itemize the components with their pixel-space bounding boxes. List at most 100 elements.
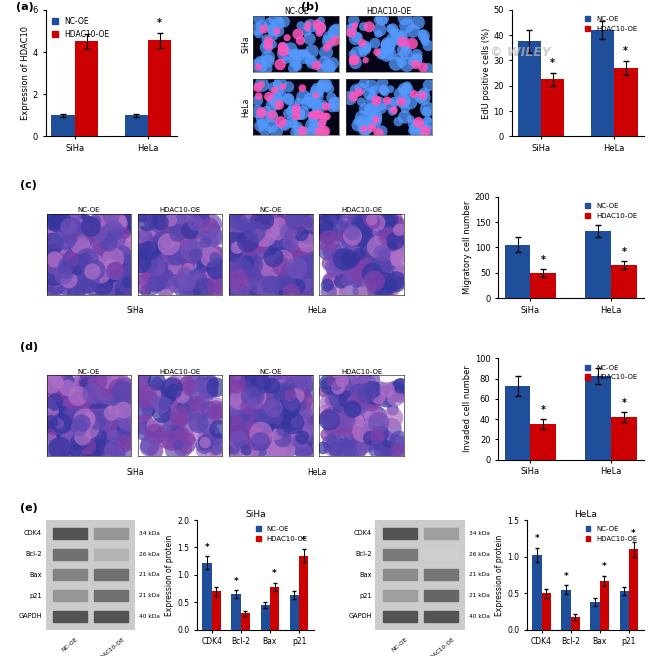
- Point: [57, 419, 67, 429]
- Point: [143, 240, 153, 251]
- Point: [398, 96, 408, 107]
- Point: [346, 254, 356, 264]
- Point: [167, 249, 177, 260]
- Point: [172, 261, 182, 272]
- Point: [244, 283, 255, 293]
- Point: [272, 276, 283, 287]
- Point: [235, 283, 246, 293]
- Point: [177, 429, 187, 440]
- Point: [321, 47, 332, 58]
- Point: [283, 94, 294, 104]
- Point: [84, 376, 94, 386]
- Point: [326, 92, 337, 103]
- Point: [269, 275, 280, 285]
- Point: [350, 20, 360, 31]
- Bar: [290, 595, 299, 630]
- Point: [372, 251, 383, 262]
- Point: [361, 55, 371, 66]
- Point: [347, 227, 358, 237]
- Point: [57, 254, 67, 264]
- Bar: [611, 265, 637, 298]
- Point: [247, 277, 257, 287]
- Point: [285, 257, 296, 268]
- Point: [204, 431, 214, 441]
- Point: [311, 60, 322, 71]
- Point: [175, 260, 185, 270]
- Text: Bax: Bax: [359, 572, 372, 578]
- Point: [233, 216, 243, 226]
- Point: [239, 409, 249, 419]
- Point: [274, 432, 284, 442]
- Point: [322, 377, 333, 387]
- Point: [116, 417, 126, 427]
- Point: [294, 420, 305, 431]
- Point: [264, 232, 274, 243]
- Bar: [94, 590, 128, 601]
- Point: [53, 224, 64, 234]
- Point: [262, 236, 272, 247]
- Point: [268, 403, 279, 413]
- Point: [118, 426, 128, 437]
- Point: [60, 234, 70, 244]
- Point: [240, 398, 250, 408]
- Point: [99, 380, 109, 391]
- Point: [107, 213, 118, 223]
- Point: [82, 254, 92, 264]
- Point: [374, 410, 384, 420]
- Point: [75, 259, 86, 270]
- Point: [324, 258, 334, 268]
- Point: [118, 407, 129, 418]
- Point: [364, 89, 374, 99]
- Point: [250, 258, 260, 269]
- Point: [65, 212, 75, 222]
- Point: [307, 120, 317, 131]
- Point: [318, 443, 328, 453]
- Point: [96, 274, 107, 285]
- Point: [333, 382, 343, 393]
- Point: [307, 57, 318, 68]
- Point: [185, 409, 196, 419]
- Point: [184, 283, 194, 294]
- Point: [226, 264, 237, 274]
- Text: HeLa: HeLa: [307, 306, 327, 315]
- Point: [228, 401, 239, 411]
- Point: [233, 241, 243, 251]
- Point: [111, 280, 121, 291]
- Point: [140, 275, 150, 285]
- Point: [339, 215, 349, 226]
- Point: [51, 249, 62, 259]
- Point: [48, 238, 58, 249]
- Point: [392, 242, 402, 253]
- Text: NC-OE: NC-OE: [391, 636, 409, 653]
- Point: [343, 274, 353, 285]
- Point: [420, 36, 430, 47]
- Point: [351, 399, 361, 409]
- Point: [207, 377, 218, 388]
- Point: [400, 41, 410, 51]
- Point: [373, 277, 384, 287]
- Point: [248, 243, 259, 253]
- Point: [106, 285, 116, 296]
- Point: [311, 87, 322, 98]
- Point: [166, 215, 176, 226]
- Text: HDAC10-OE: HDAC10-OE: [426, 636, 456, 656]
- Point: [158, 235, 168, 245]
- Point: [280, 226, 291, 236]
- Point: [322, 228, 332, 238]
- Point: [86, 448, 97, 459]
- Point: [376, 126, 387, 136]
- Point: [115, 255, 125, 266]
- Point: [289, 244, 299, 255]
- Point: [280, 49, 290, 59]
- Point: [52, 386, 62, 396]
- Point: [145, 387, 155, 398]
- Point: [226, 377, 237, 388]
- Point: [257, 21, 267, 31]
- Point: [88, 399, 99, 409]
- Point: [55, 443, 65, 453]
- Point: [268, 393, 278, 403]
- Point: [102, 270, 112, 281]
- Point: [415, 122, 426, 133]
- Point: [73, 220, 83, 231]
- Point: [188, 237, 199, 248]
